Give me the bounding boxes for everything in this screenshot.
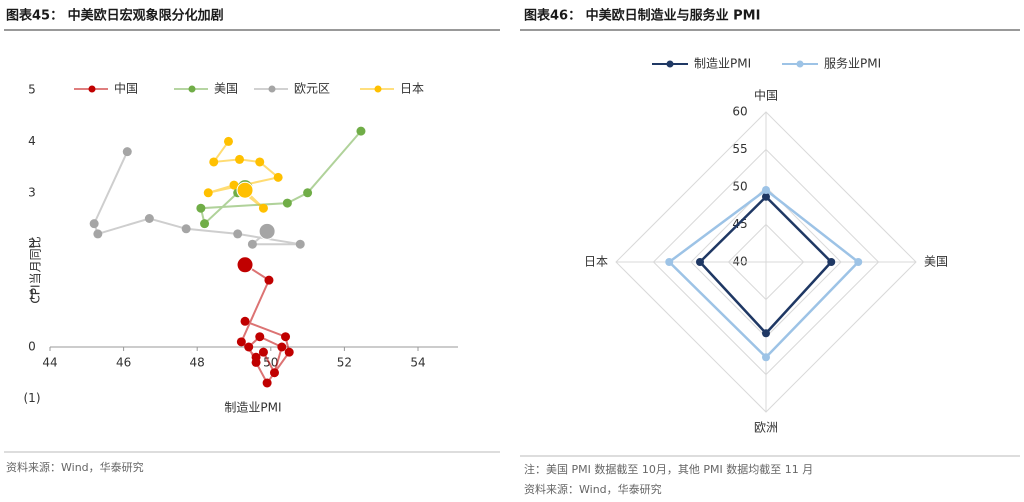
x-tick-label: 52 bbox=[337, 356, 352, 370]
point bbox=[223, 136, 233, 146]
point bbox=[356, 126, 366, 136]
y-tick-label: 3 bbox=[28, 185, 36, 199]
source: 资料来源：Wind，华泰研究 bbox=[6, 460, 144, 474]
category-label: 美国 bbox=[924, 255, 948, 269]
point bbox=[200, 219, 210, 229]
legend-marker bbox=[374, 85, 382, 93]
chart-title: 图表46： 中美欧日制造业与服务业 PMI bbox=[524, 8, 760, 24]
radar-point bbox=[762, 186, 770, 194]
legend-marker bbox=[666, 60, 674, 68]
radar-point bbox=[696, 258, 704, 266]
r-tick-label: 60 bbox=[732, 105, 747, 119]
legend-label: 服务业PMI bbox=[824, 56, 881, 71]
r-tick-label: 55 bbox=[732, 142, 747, 156]
chart-title: 图表45： 中美欧日宏观象限分化加剧 bbox=[6, 8, 224, 24]
point bbox=[258, 222, 276, 240]
point bbox=[236, 256, 254, 274]
category-label: 欧洲 bbox=[754, 421, 778, 435]
x-tick-label: 46 bbox=[116, 356, 131, 370]
radar-point bbox=[827, 258, 836, 266]
x-tick-label: 44 bbox=[42, 356, 57, 370]
radar-point bbox=[762, 353, 770, 362]
y-tick-label: 5 bbox=[28, 83, 36, 97]
point bbox=[258, 347, 268, 357]
point bbox=[209, 157, 219, 167]
point bbox=[264, 275, 274, 285]
y-tick-label: 2 bbox=[28, 237, 36, 251]
point bbox=[240, 316, 250, 326]
legend-label: 日本 bbox=[400, 82, 424, 96]
radar-point bbox=[762, 329, 770, 338]
category-label: 日本 bbox=[584, 255, 608, 269]
legend-marker bbox=[188, 85, 196, 93]
point bbox=[203, 188, 213, 198]
y-tick-label: 1 bbox=[28, 288, 36, 302]
point bbox=[255, 157, 265, 167]
legend-marker bbox=[88, 85, 96, 93]
point bbox=[262, 378, 272, 388]
y-tick-label: (1) bbox=[24, 391, 41, 405]
point bbox=[144, 214, 154, 223]
legend-label: 中国 bbox=[114, 81, 138, 96]
radar-point bbox=[665, 258, 674, 266]
point bbox=[233, 229, 243, 239]
x-tick-label: 48 bbox=[190, 356, 205, 370]
radar-point bbox=[762, 192, 770, 201]
legend-label: 美国 bbox=[214, 82, 238, 96]
point bbox=[273, 172, 283, 182]
point bbox=[269, 368, 279, 378]
point bbox=[277, 342, 287, 352]
legend-label: 制造业PMI bbox=[694, 57, 751, 71]
point bbox=[236, 181, 254, 199]
point bbox=[281, 332, 291, 342]
point bbox=[181, 224, 191, 234]
r-tick-label: 50 bbox=[732, 180, 747, 194]
point bbox=[244, 342, 254, 352]
source: 资料来源：Wind，华泰研究 bbox=[524, 482, 662, 496]
point bbox=[303, 188, 313, 198]
y-tick-label: 4 bbox=[28, 134, 36, 148]
point bbox=[258, 203, 268, 213]
y-axis-label: CPI当月同比 bbox=[29, 236, 43, 303]
point bbox=[229, 180, 239, 190]
point bbox=[235, 154, 245, 164]
point bbox=[247, 239, 257, 249]
note: 注：美国 PMI 数据截至 10月，其他 PMI 数据均截至 11 月 bbox=[524, 462, 813, 476]
legend-marker bbox=[796, 60, 804, 68]
legend-marker bbox=[268, 85, 276, 93]
y-tick-label: 0 bbox=[28, 340, 36, 354]
point bbox=[295, 239, 305, 249]
x-tick-label: 54 bbox=[410, 356, 425, 370]
legend-label: 欧元区 bbox=[294, 82, 330, 96]
point bbox=[236, 337, 246, 347]
category-label: 中国 bbox=[754, 88, 778, 103]
point bbox=[282, 198, 292, 208]
point bbox=[251, 352, 261, 362]
point bbox=[93, 229, 103, 239]
point bbox=[196, 203, 206, 213]
point bbox=[122, 147, 132, 157]
radar-point bbox=[854, 258, 863, 266]
point bbox=[255, 332, 265, 342]
x-axis-label: 制造业PMI bbox=[224, 401, 281, 415]
point bbox=[89, 219, 99, 229]
point bbox=[284, 347, 294, 357]
